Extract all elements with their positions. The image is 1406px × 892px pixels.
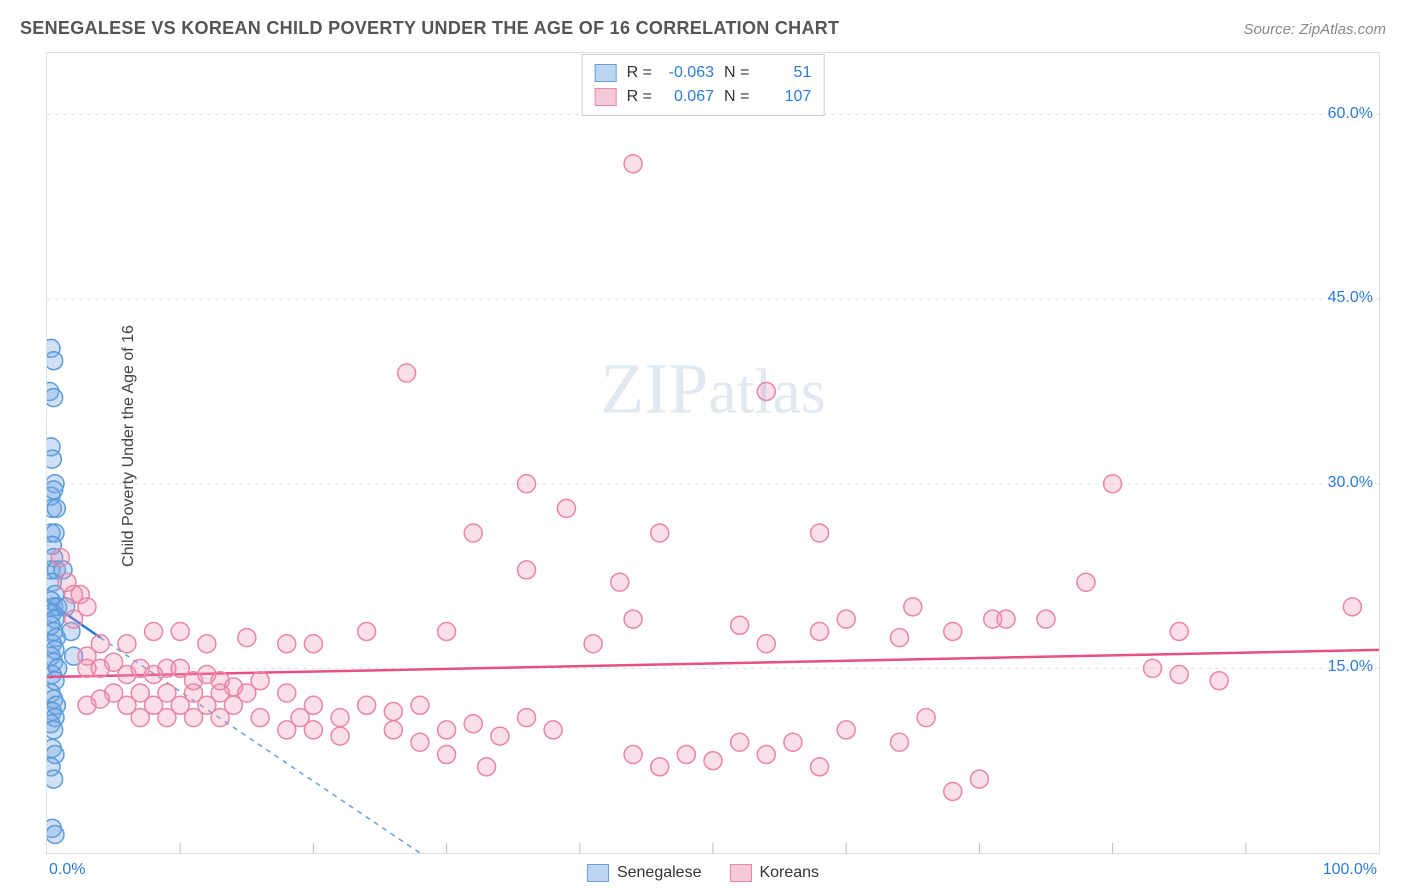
n-value: 51: [759, 61, 811, 85]
header-bar: SENEGALESE VS KOREAN CHILD POVERTY UNDER…: [20, 18, 1386, 39]
legend-item: Koreans: [729, 864, 819, 882]
r-value: -0.063: [662, 61, 714, 85]
n-label: N =: [724, 61, 749, 85]
r-value: 0.067: [662, 85, 714, 109]
scatter-plot: [47, 53, 1379, 853]
y-tick-label: 30.0%: [1328, 474, 1373, 492]
n-value: 107: [759, 85, 811, 109]
y-tick-label: 45.0%: [1328, 289, 1373, 307]
series-swatch: [587, 864, 609, 882]
y-tick-label: 15.0%: [1328, 658, 1373, 676]
legend-label: Koreans: [759, 864, 819, 882]
series-swatch: [595, 88, 617, 106]
legend-item: Senegalese: [587, 864, 702, 882]
x-tick-label: 100.0%: [1323, 861, 1377, 879]
n-label: N =: [724, 85, 749, 109]
chart-title: SENEGALESE VS KOREAN CHILD POVERTY UNDER…: [20, 18, 839, 39]
r-label: R =: [627, 61, 652, 85]
series-swatch: [595, 64, 617, 82]
x-tick-label: 0.0%: [49, 861, 85, 879]
source-attribution: Source: ZipAtlas.com: [1243, 21, 1386, 38]
y-tick-label: 60.0%: [1328, 105, 1373, 123]
series-swatch: [729, 864, 751, 882]
correlation-stats-box: R = -0.063 N = 51 R = 0.067 N = 107: [582, 54, 825, 116]
stats-row: R = 0.067 N = 107: [595, 85, 812, 109]
r-label: R =: [627, 85, 652, 109]
chart-area: ZIPatlas 15.0%30.0%45.0%60.0%0.0%100.0%: [46, 52, 1380, 854]
legend-label: Senegalese: [617, 864, 702, 882]
stats-row: R = -0.063 N = 51: [595, 61, 812, 85]
legend: Senegalese Koreans: [587, 864, 819, 882]
